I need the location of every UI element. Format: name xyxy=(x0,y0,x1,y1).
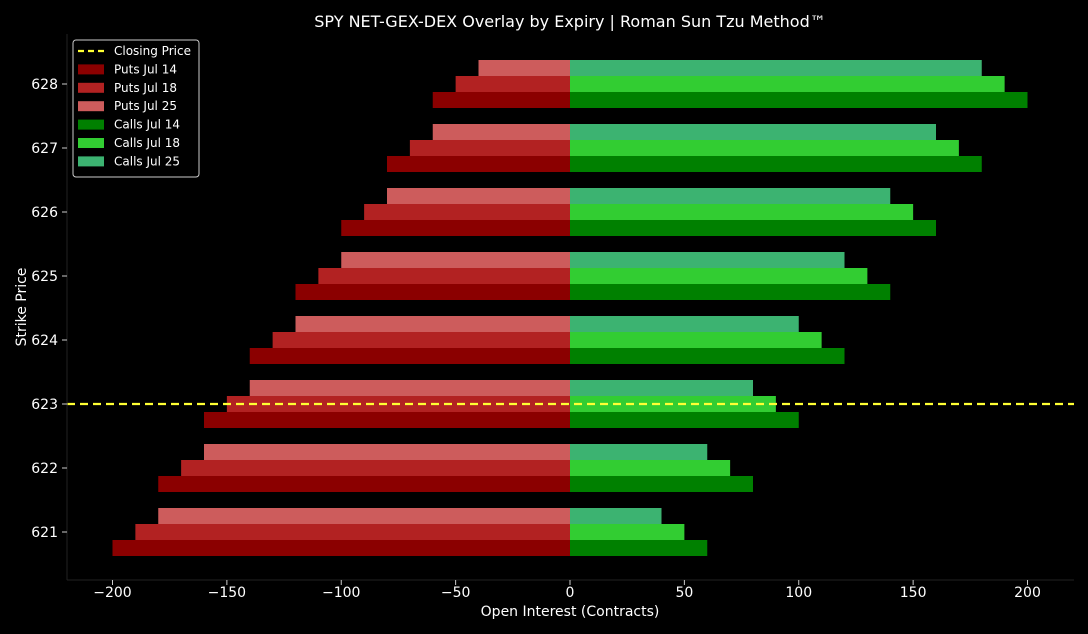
bar-puts-jul-14-623 xyxy=(204,412,570,428)
legend-swatch xyxy=(78,119,104,130)
x-tick-label: −150 xyxy=(208,585,246,601)
bar-calls-jul-14-624 xyxy=(570,348,845,364)
bar-puts-jul-18-628 xyxy=(455,76,570,92)
legend-swatch xyxy=(78,64,104,75)
bar-puts-jul-25-623 xyxy=(249,380,570,396)
bar-calls-jul-18-622 xyxy=(570,460,731,476)
bar-puts-jul-25-627 xyxy=(432,124,570,140)
legend-label: Puts Jul 14 xyxy=(114,62,177,76)
x-tick-label: 0 xyxy=(566,585,575,601)
bar-puts-jul-14-624 xyxy=(249,348,570,364)
legend-label: Calls Jul 25 xyxy=(114,154,180,168)
bars-group xyxy=(112,60,1028,556)
bar-puts-jul-14-621 xyxy=(112,540,570,556)
bar-puts-jul-14-626 xyxy=(341,220,570,236)
bar-puts-jul-14-628 xyxy=(432,92,570,108)
x-tick-label: −50 xyxy=(441,585,471,601)
y-tick-label: 623 xyxy=(31,397,58,413)
bar-puts-jul-18-624 xyxy=(272,332,570,348)
bar-puts-jul-25-622 xyxy=(204,444,570,460)
bar-calls-jul-18-626 xyxy=(570,204,914,220)
bar-puts-jul-25-628 xyxy=(478,60,570,76)
bar-calls-jul-14-628 xyxy=(570,92,1028,108)
y-tick-label: 627 xyxy=(31,141,58,157)
bar-calls-jul-25-622 xyxy=(570,444,708,460)
legend-label: Puts Jul 18 xyxy=(114,81,177,95)
x-tick-label: 50 xyxy=(675,585,693,601)
bar-puts-jul-18-625 xyxy=(318,268,570,284)
x-tick-label: 100 xyxy=(785,585,812,601)
bar-puts-jul-18-622 xyxy=(181,460,570,476)
x-tick-label: −100 xyxy=(322,585,360,601)
y-tick-label: 622 xyxy=(31,461,58,477)
legend-swatch xyxy=(78,138,104,148)
bar-calls-jul-25-624 xyxy=(570,316,799,332)
y-ticks-group: 621 622 623 624 625 626 627 628 xyxy=(31,77,67,541)
bar-puts-jul-25-621 xyxy=(158,508,570,524)
legend-label: Calls Jul 18 xyxy=(114,136,180,150)
legend-swatch xyxy=(78,156,104,167)
legend-swatch xyxy=(78,82,104,93)
y-tick-label: 624 xyxy=(31,333,58,349)
bar-calls-jul-14-626 xyxy=(570,220,936,236)
bar-calls-jul-25-628 xyxy=(570,60,982,76)
bar-puts-jul-18-626 xyxy=(364,204,570,220)
bar-calls-jul-14-623 xyxy=(570,412,799,428)
legend-label: Closing Price xyxy=(114,44,191,58)
legend: Closing Price Puts Jul 14 Puts Jul 18 Puts … xyxy=(72,39,200,178)
bar-calls-jul-18-621 xyxy=(570,524,685,540)
bar-calls-jul-25-621 xyxy=(570,508,662,524)
chart-title: SPY NET-GEX-DEX Overlay by Expiry | Roma… xyxy=(314,12,826,31)
legend-label: Calls Jul 14 xyxy=(114,118,180,132)
y-tick-label: 625 xyxy=(31,269,58,285)
bar-calls-jul-14-627 xyxy=(570,156,982,172)
bar-puts-jul-14-625 xyxy=(295,284,570,300)
legend-box xyxy=(72,39,200,178)
bar-puts-jul-25-625 xyxy=(341,252,570,268)
bar-calls-jul-25-626 xyxy=(570,188,891,204)
y-tick-label: 628 xyxy=(31,77,58,93)
bar-calls-jul-14-622 xyxy=(570,476,753,492)
x-tick-label: −200 xyxy=(93,585,131,601)
bar-calls-jul-14-621 xyxy=(570,540,708,556)
x-ticks-group: −200 −150 −100 −50 0 50 100 150 200 xyxy=(93,580,1041,601)
bar-calls-jul-18-628 xyxy=(570,76,1005,92)
bar-calls-jul-18-627 xyxy=(570,140,959,156)
bar-calls-jul-25-627 xyxy=(570,124,936,140)
x-tick-label: 200 xyxy=(1014,585,1041,601)
bar-puts-jul-14-627 xyxy=(387,156,570,172)
legend-swatch xyxy=(78,101,104,112)
x-tick-label: 150 xyxy=(900,585,927,601)
x-axis-label: Open Interest (Contracts) xyxy=(481,604,660,620)
bar-calls-jul-14-625 xyxy=(570,284,891,300)
y-tick-label: 621 xyxy=(31,525,58,541)
legend-label: Puts Jul 25 xyxy=(114,99,177,113)
bar-puts-jul-14-622 xyxy=(158,476,570,492)
bar-calls-jul-18-624 xyxy=(570,332,822,348)
bar-puts-jul-18-627 xyxy=(409,140,570,156)
bar-puts-jul-18-621 xyxy=(135,524,570,540)
y-axis-label: Strike Price xyxy=(14,268,30,347)
bar-calls-jul-25-625 xyxy=(570,252,845,268)
bar-puts-jul-25-624 xyxy=(295,316,570,332)
y-tick-label: 626 xyxy=(31,205,58,221)
bar-puts-jul-25-626 xyxy=(387,188,570,204)
bar-calls-jul-18-625 xyxy=(570,268,868,284)
bar-calls-jul-25-623 xyxy=(570,380,753,396)
